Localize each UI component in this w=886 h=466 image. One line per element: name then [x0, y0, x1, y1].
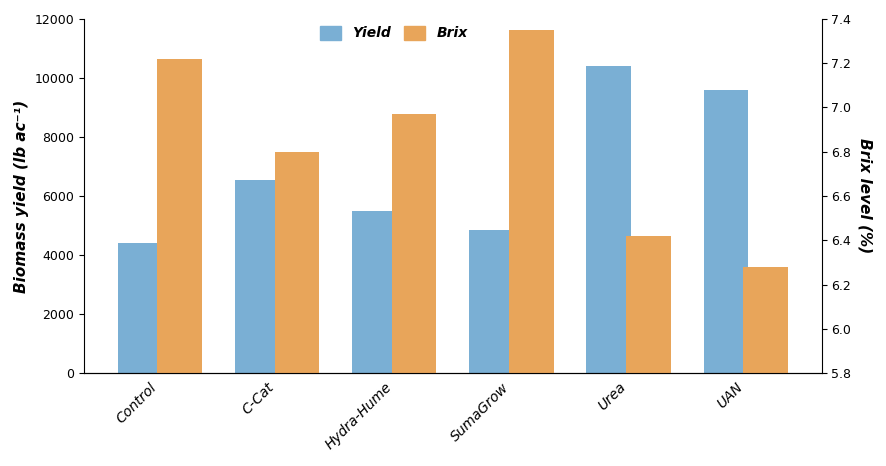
Bar — [703, 90, 748, 373]
Bar — [158, 59, 202, 373]
Bar — [275, 152, 319, 373]
Bar — [509, 30, 554, 373]
Bar — [352, 211, 397, 373]
Bar — [743, 267, 788, 373]
Bar — [587, 66, 631, 373]
Y-axis label: Biomass yield (lb ac⁻¹): Biomass yield (lb ac⁻¹) — [14, 99, 29, 293]
Legend: Yield, Brix: Yield, Brix — [313, 19, 475, 48]
Bar — [626, 236, 671, 373]
Bar — [118, 243, 162, 373]
Bar — [470, 230, 514, 373]
Bar — [235, 180, 279, 373]
Y-axis label: Brix level (%): Brix level (%) — [857, 138, 872, 254]
Bar — [392, 114, 437, 373]
